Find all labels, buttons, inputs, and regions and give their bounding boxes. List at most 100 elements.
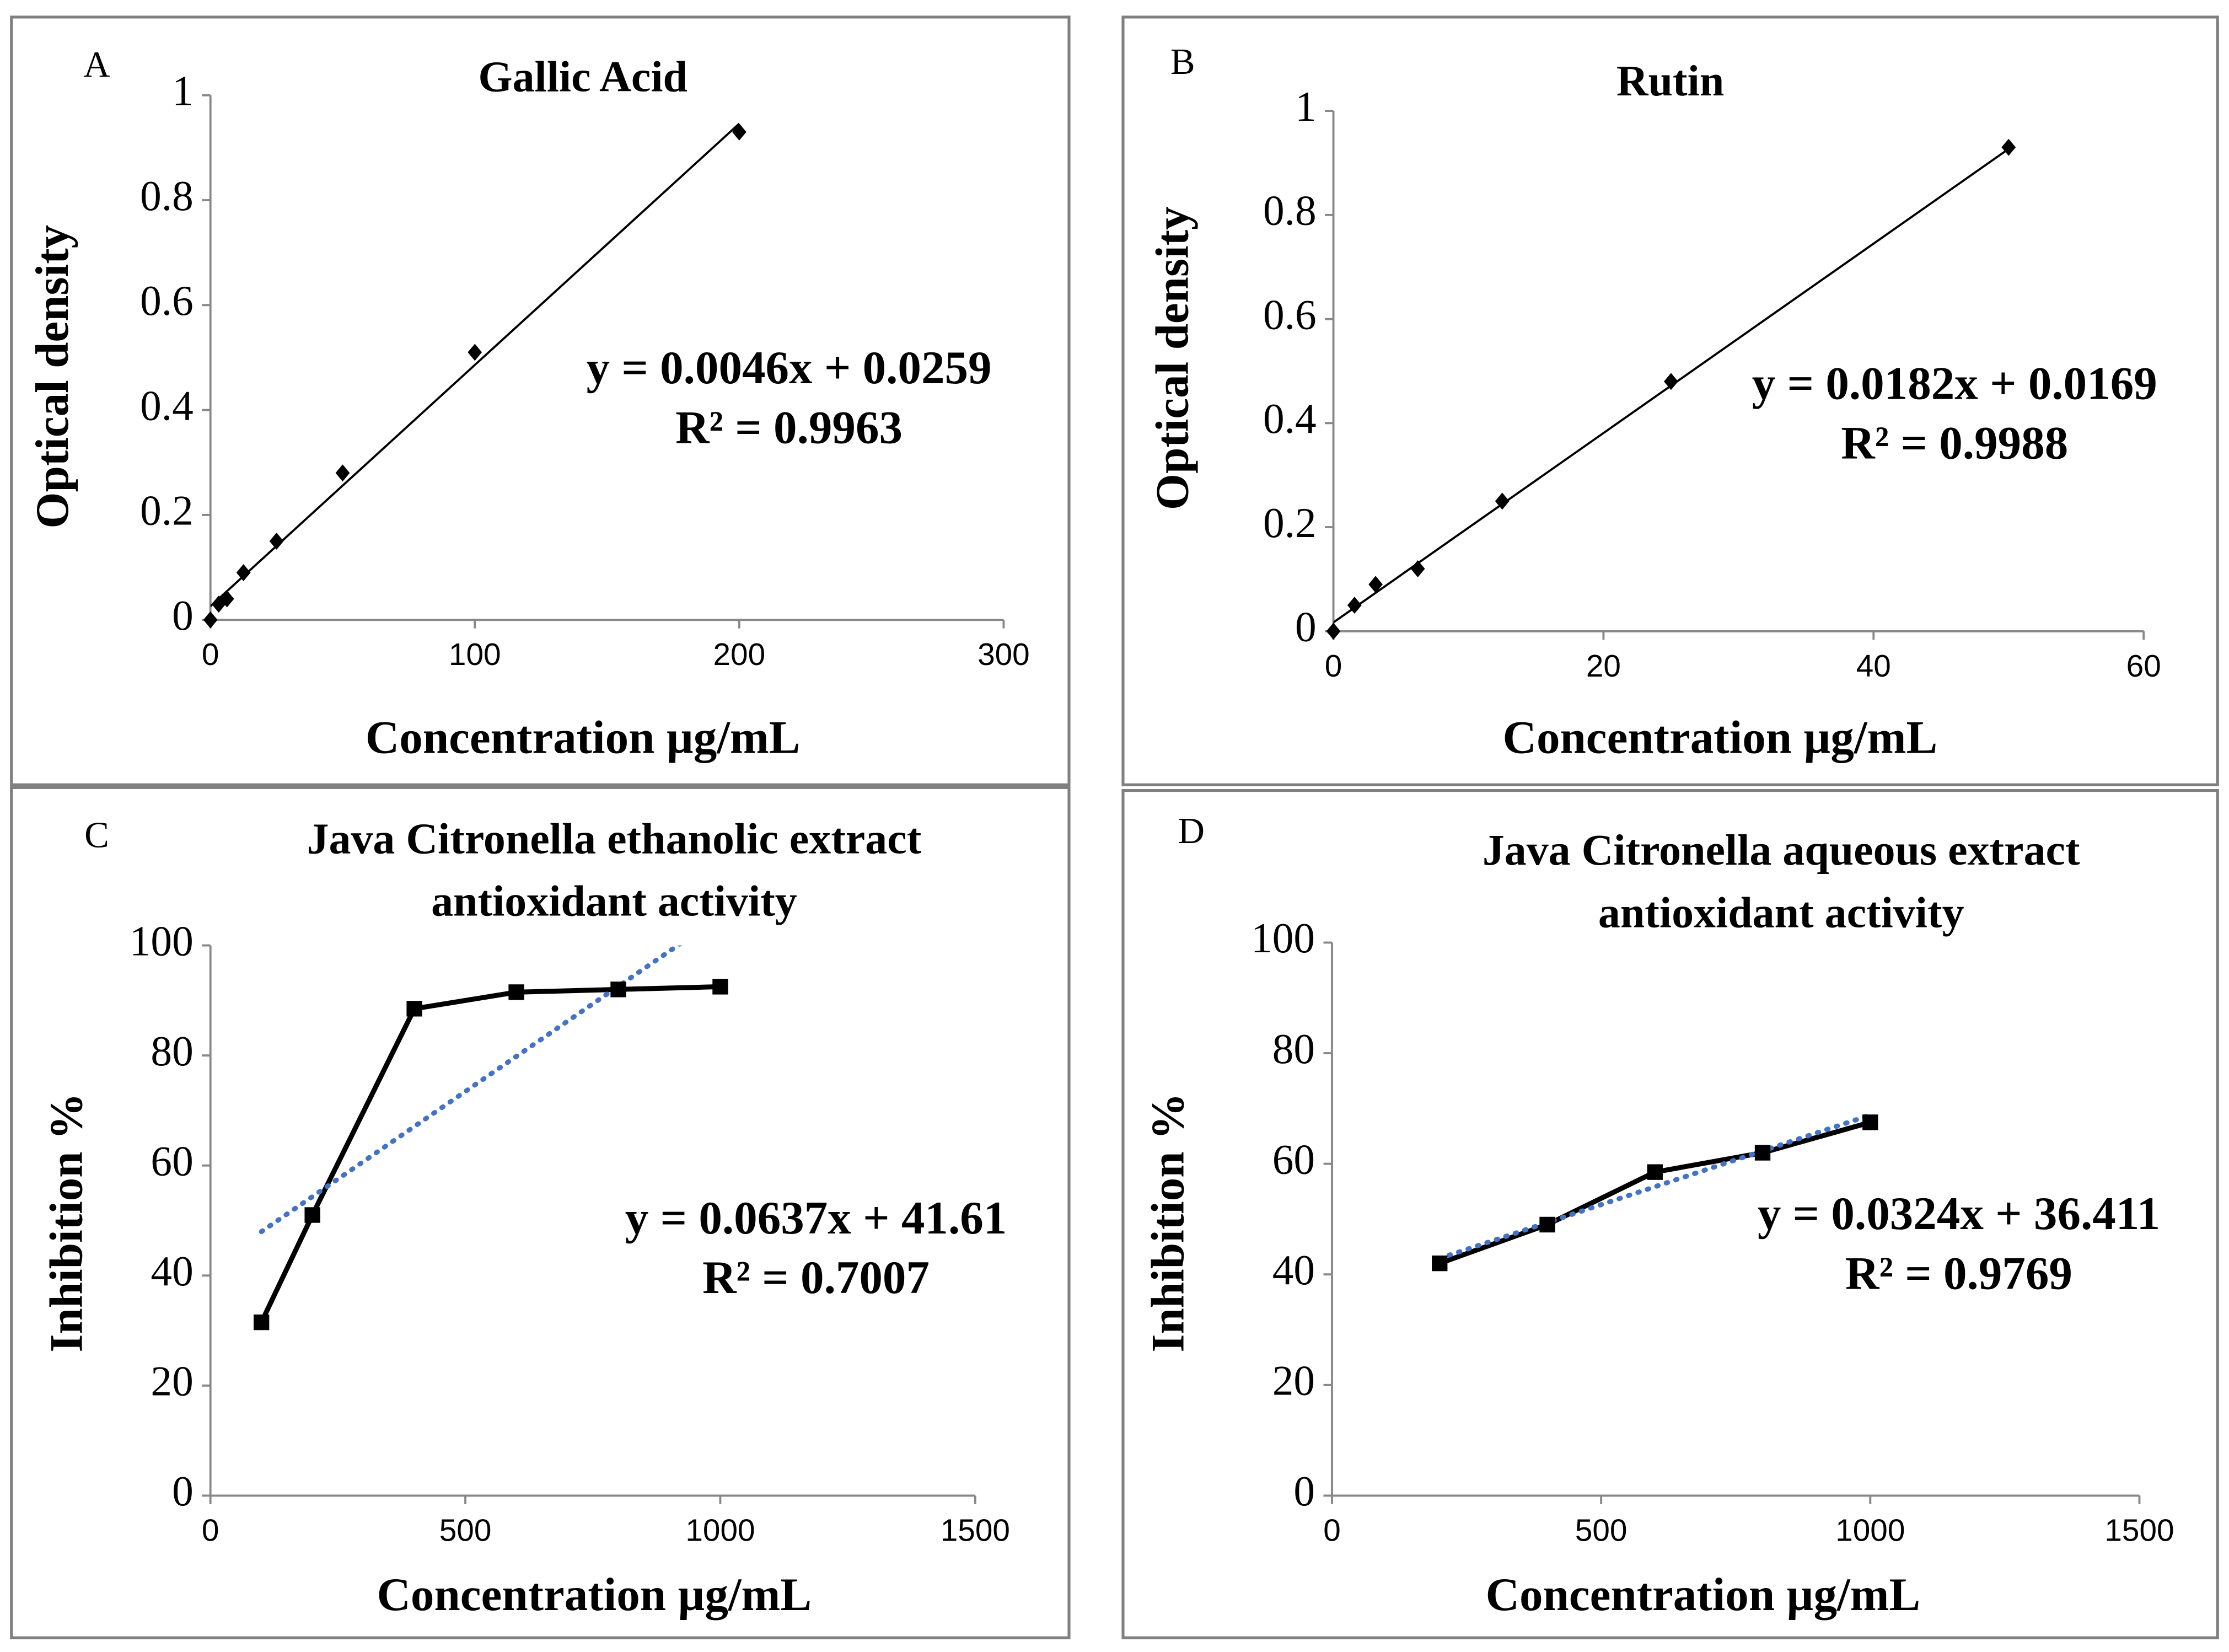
data-line — [259, 984, 721, 1324]
panel-label: B — [1170, 41, 1195, 82]
y-tick-label: 20 — [151, 1358, 193, 1405]
panel-border — [10, 786, 1071, 1639]
y-tick-label: 100 — [130, 917, 194, 964]
trendline-equation: y = 0.0637x + 41.61 — [625, 1192, 1007, 1244]
marker — [203, 611, 218, 629]
trendline-equation: R² = 0.9988 — [1841, 417, 2068, 469]
y-tick-label: 0 — [1295, 603, 1317, 651]
panel-border — [1121, 789, 2219, 1639]
y-axis-label: Optical density — [26, 225, 78, 529]
trendline-equation: y = 0.0046x + 0.0259 — [587, 342, 992, 394]
trendline-equation: y = 0.0182x + 0.0169 — [1752, 357, 2157, 409]
y-tick-label: 0 — [172, 1467, 194, 1515]
x-axis-label: Concentration µg/mL — [366, 711, 801, 763]
y-tick-label: 0.8 — [140, 172, 194, 219]
x-tick-label: 1500 — [941, 1513, 1010, 1548]
x-tick-label: 1000 — [1835, 1513, 1905, 1548]
y-tick-label: 0.4 — [140, 382, 194, 429]
x-tick-label: 20 — [1586, 649, 1621, 684]
x-tick-label: 0 — [202, 1513, 219, 1548]
marker — [406, 1001, 422, 1017]
x-tick-label: 60 — [2126, 649, 2161, 684]
trendline-equation: R² = 0.9769 — [1845, 1247, 2072, 1299]
marker — [219, 590, 234, 608]
x-tick-label: 100 — [449, 637, 501, 672]
panel: B Rutin Concentration µg/mL Optical density… — [1121, 15, 2219, 786]
panel: D Java Citronella aqueous extract antioxid… — [1121, 789, 2219, 1639]
y-axis-label: Inhibition % — [1142, 1093, 1194, 1353]
y-tick-label: 60 — [151, 1137, 193, 1184]
trendline — [259, 945, 683, 1235]
marker — [1862, 1114, 1878, 1130]
y-tick-label: 0.2 — [1263, 499, 1317, 546]
panel: A Gallic Acid Concentration µg/mL Optical d… — [10, 15, 1071, 786]
y-tick-label: 100 — [1251, 914, 1315, 962]
x-tick-label: 0 — [202, 637, 219, 672]
marker — [610, 981, 626, 997]
marker — [712, 979, 728, 995]
panel-border — [10, 15, 1071, 786]
x-axis-label: Concentration µg/mL — [377, 1569, 812, 1621]
marker — [1495, 492, 1510, 510]
marker — [508, 984, 524, 1000]
x-tick-label: 0 — [1325, 649, 1342, 684]
marker — [253, 1314, 270, 1331]
y-tick-label: 1 — [172, 67, 194, 114]
trendline-equation: y = 0.0324x + 36.411 — [1758, 1188, 2160, 1240]
chart-title: Java Citronella aqueous extract — [1483, 826, 2080, 875]
x-tick-label: 0 — [1323, 1513, 1341, 1548]
marker — [1539, 1216, 1555, 1233]
y-tick-label: 60 — [1272, 1135, 1315, 1183]
x-tick-label: 1000 — [685, 1513, 755, 1548]
marker — [1410, 560, 1425, 578]
chart-title: antioxidant activity — [1598, 888, 1964, 937]
marker — [732, 123, 746, 141]
chart-title: Java Citronella ethanolic extract — [307, 814, 922, 863]
y-tick-label: 0.6 — [1263, 291, 1317, 338]
trendline-equation: R² = 0.9963 — [675, 401, 903, 453]
x-tick-label: 300 — [977, 637, 1030, 672]
panel-label: D — [1178, 811, 1205, 851]
y-tick-label: 0.6 — [140, 277, 194, 324]
marker — [1664, 373, 1678, 390]
x-tick-label: 500 — [1575, 1513, 1628, 1548]
panel-label: A — [83, 44, 110, 85]
y-tick-label: 80 — [151, 1027, 193, 1075]
y-tick-label: 1 — [1295, 83, 1317, 130]
y-tick-label: 0.8 — [1263, 187, 1317, 234]
marker — [304, 1207, 320, 1223]
y-axis-label: Inhibition % — [41, 1093, 93, 1353]
y-tick-label: 40 — [151, 1247, 193, 1295]
y-tick-label: 20 — [1272, 1357, 1315, 1404]
panel: C Java Citronella ethanolic extract antiox… — [10, 786, 1071, 1639]
y-tick-label: 40 — [1272, 1246, 1315, 1294]
x-tick-label: 200 — [713, 637, 766, 672]
trendline — [210, 122, 740, 607]
panel-border — [1121, 15, 2219, 786]
marker — [236, 564, 251, 581]
y-tick-label: 80 — [1272, 1025, 1315, 1072]
marker — [1326, 623, 1341, 640]
x-tick-label: 40 — [1856, 649, 1891, 684]
marker — [1432, 1255, 1448, 1272]
y-tick-label: 0.4 — [1263, 395, 1317, 442]
panel-label: C — [84, 815, 109, 856]
trendline — [1437, 1112, 1873, 1261]
y-axis-label: Optical density — [1146, 206, 1198, 510]
marker — [269, 532, 284, 550]
x-axis-label: Concentration µg/mL — [1486, 1569, 1921, 1621]
y-tick-label: 0.2 — [140, 487, 194, 534]
y-tick-label: 0 — [172, 592, 194, 639]
marker — [1754, 1145, 1771, 1161]
x-tick-label: 500 — [439, 1513, 492, 1548]
marker — [1647, 1164, 1663, 1180]
y-tick-label: 0 — [1293, 1467, 1315, 1515]
x-axis-label: Concentration µg/mL — [1503, 711, 1938, 763]
chart-title: antioxidant activity — [431, 877, 797, 926]
x-tick-label: 1500 — [2104, 1513, 2174, 1548]
chart-title: Rutin — [1616, 57, 1724, 105]
chart-title: Gallic Acid — [478, 52, 688, 101]
